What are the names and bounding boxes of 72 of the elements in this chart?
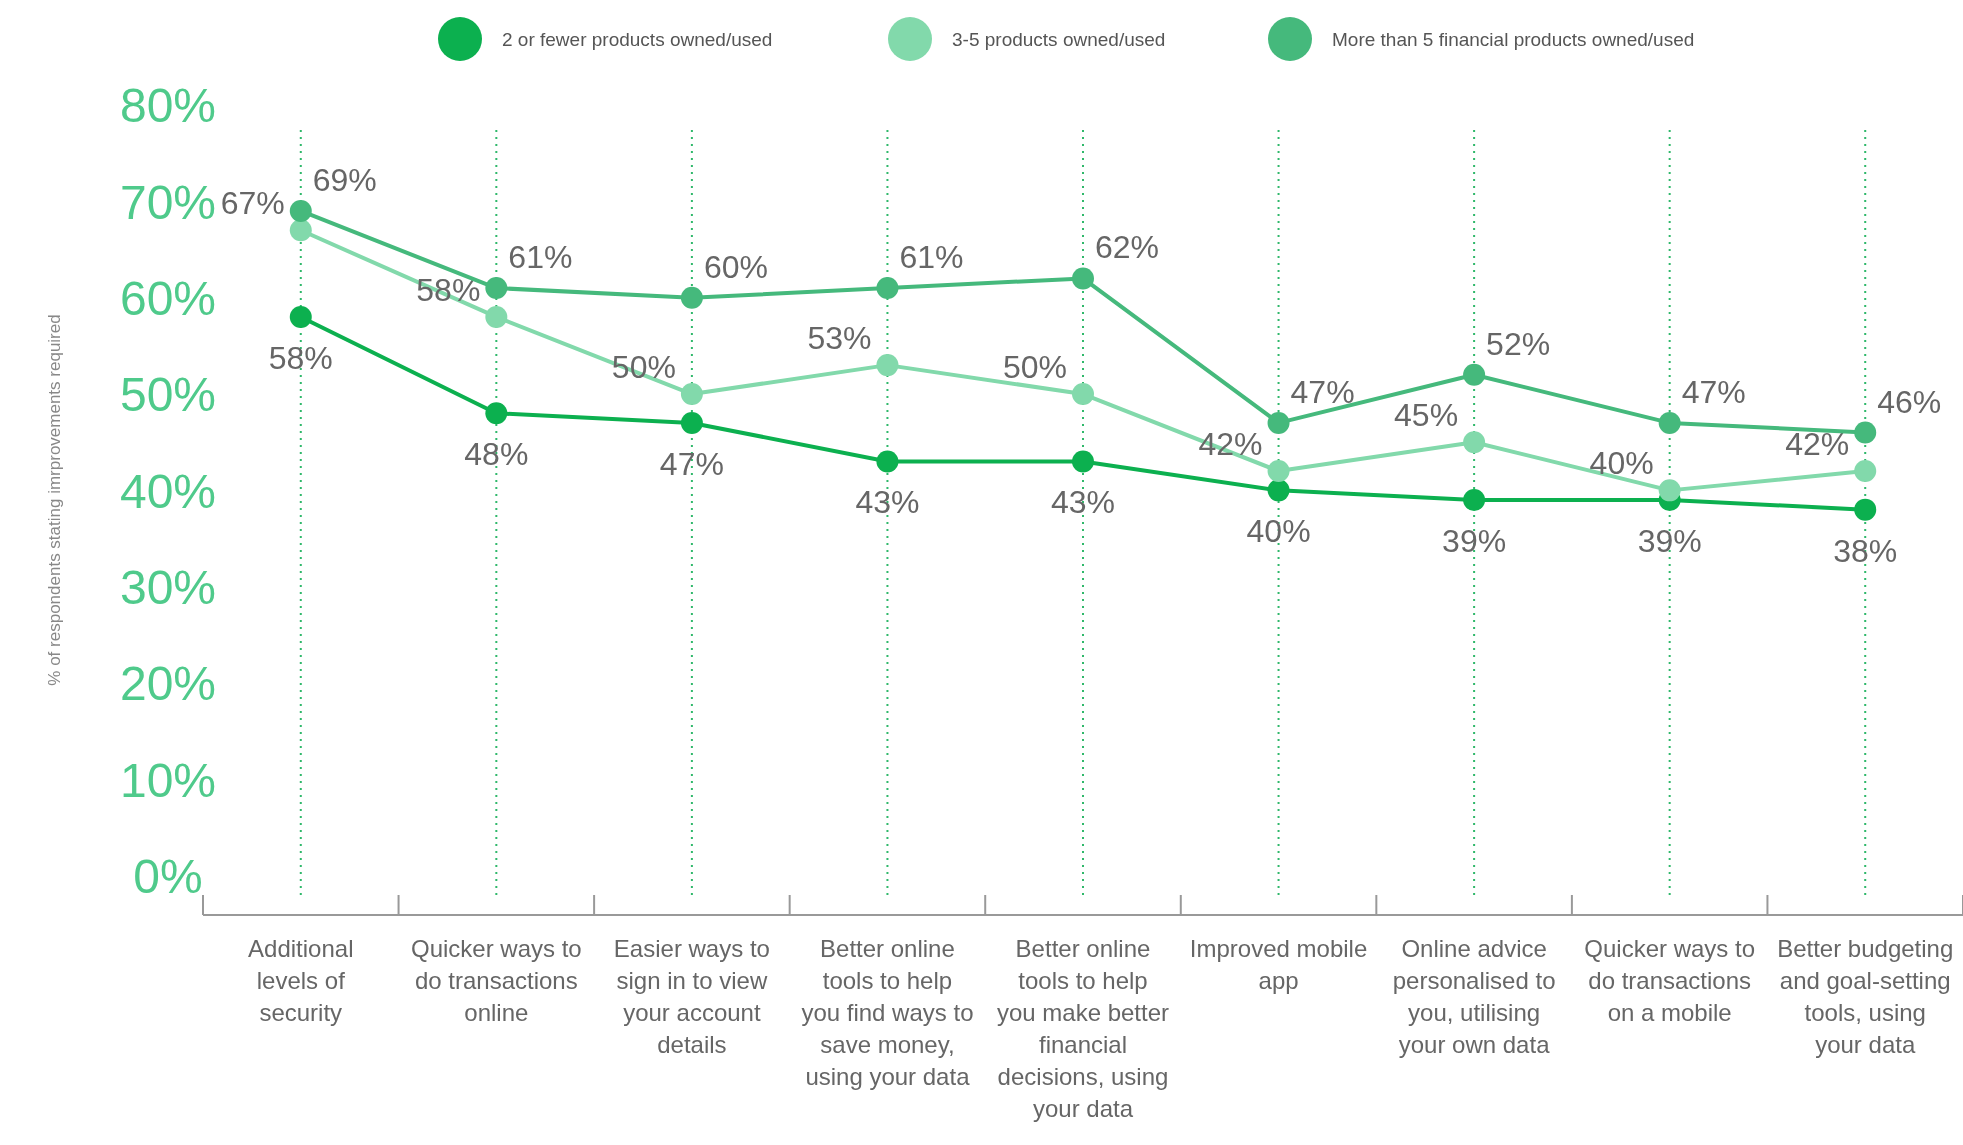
- data-label: 46%: [1877, 383, 1942, 420]
- y-tick-label: 10%: [119, 753, 217, 807]
- point: [289, 219, 312, 242]
- point: [1463, 363, 1486, 386]
- y-tick-label: 70%: [119, 175, 217, 229]
- point: [1854, 460, 1877, 483]
- point: [876, 354, 899, 377]
- data-label: 38%: [1833, 532, 1898, 569]
- point: [485, 277, 508, 300]
- data-label: 60%: [703, 248, 768, 285]
- data-label: 58%: [268, 339, 333, 376]
- point: [1658, 479, 1681, 502]
- point: [680, 411, 703, 434]
- x-tick-label: Online advice personalised to you, utilising your own data: [1392, 935, 1556, 1058]
- point: [680, 383, 703, 405]
- point: [1463, 489, 1486, 511]
- data-label: 61%: [899, 239, 964, 276]
- y-tick-label: 20%: [119, 657, 217, 711]
- x-tick-label: Better online tools to help you find ways to save money, using your data: [801, 935, 974, 1090]
- data-label: 43%: [855, 484, 920, 521]
- x-tick-label: Quicker ways to do transactions on a mobile: [1584, 935, 1756, 1026]
- y-tick-label: 40%: [119, 464, 217, 518]
- point: [485, 305, 508, 328]
- point: [876, 277, 899, 300]
- point: [1463, 431, 1486, 454]
- point: [1267, 479, 1290, 502]
- point: [1072, 267, 1094, 290]
- data-label: 50%: [1002, 349, 1067, 386]
- y-tick-label: 80%: [119, 79, 217, 133]
- point: [1854, 421, 1877, 444]
- y-tick-label: 30%: [119, 561, 217, 615]
- x-tick-label: Quicker ways to do transactions online: [410, 935, 582, 1026]
- point: [485, 402, 508, 425]
- data-label: 47%: [1681, 373, 1746, 410]
- x-tick-label: Additional levels of security: [248, 935, 354, 1026]
- point: [876, 450, 899, 473]
- data-label: 69%: [312, 161, 377, 198]
- legend-label: More than 5 financial products owned/used: [1332, 28, 1695, 50]
- data-label: 48%: [464, 436, 529, 473]
- data-label: 61%: [508, 239, 573, 276]
- data-label: 52%: [1486, 325, 1551, 362]
- x-tick-label: Easier ways to sign in to view your account details: [613, 935, 770, 1058]
- legend-label: 3-5 products owned/used: [952, 28, 1166, 50]
- data-label: 47%: [1290, 373, 1355, 410]
- data-label: 43%: [1050, 484, 1116, 521]
- point: [1072, 383, 1094, 405]
- point: [1854, 498, 1877, 521]
- data-label: 47%: [659, 445, 724, 482]
- legend-label: 2 or fewer products owned/used: [502, 28, 773, 50]
- data-label: 40%: [1246, 513, 1311, 550]
- point: [289, 200, 312, 222]
- y-axis-title: % of respondents stating imrprovements required: [45, 314, 64, 686]
- data-label: 39%: [1442, 523, 1507, 559]
- x-tick-label: Improved mobile app: [1189, 935, 1368, 994]
- x-tick-label: Better budgeting and goal-setting tools, using your data: [1777, 935, 1954, 1058]
- data-label: 42%: [1785, 426, 1850, 463]
- point: [1267, 460, 1290, 483]
- data-label: 39%: [1637, 523, 1702, 559]
- y-tick-label: 50%: [119, 368, 217, 422]
- data-label: 62%: [1095, 229, 1160, 266]
- y-tick-label: 0%: [133, 850, 203, 904]
- point: [1267, 411, 1290, 434]
- y-tick-label: 60%: [119, 271, 217, 325]
- point: [289, 305, 312, 328]
- x-tick-label: Better online tools to help you make better financial decisions, using your data: [996, 935, 1170, 1122]
- data-label: 53%: [807, 320, 872, 357]
- data-label: 45%: [1394, 397, 1459, 434]
- data-label: 40%: [1589, 445, 1654, 482]
- point: [680, 286, 703, 309]
- point: [1072, 450, 1094, 473]
- point: [1658, 411, 1681, 434]
- data-label: 67%: [220, 185, 285, 222]
